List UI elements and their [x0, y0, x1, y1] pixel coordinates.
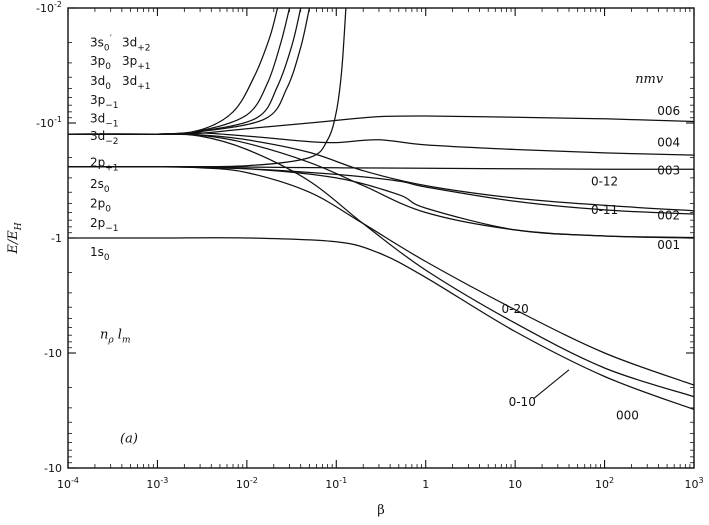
- y-tick-label: -10-2: [36, 0, 62, 15]
- state-label: 3d−1: [90, 111, 119, 129]
- y-tick-label: -10: [44, 462, 62, 475]
- series-label: 0-10: [509, 395, 536, 409]
- series-label: 0-11: [591, 203, 618, 217]
- state-label: 3p0: [90, 54, 111, 72]
- series-label: 0-20: [502, 302, 529, 316]
- legend-left-title: nρ lm: [100, 328, 131, 346]
- series-line: [67, 7, 347, 168]
- state-label: 1s0: [90, 245, 110, 263]
- annotations: 10-4 10-3 10-2 10-1 1 10 102 103-10-2-10-1-1-10…: [6, 0, 704, 518]
- x-tick-label: 10-2: [236, 476, 258, 491]
- series-line-000: [67, 237, 695, 411]
- y-tick-label: -10: [44, 347, 62, 360]
- x-axis-title: β: [377, 503, 385, 518]
- state-label: 3s0′: [90, 34, 113, 54]
- series-label: 004: [657, 135, 680, 149]
- y-tick-label: -10-1: [36, 115, 62, 130]
- series-line-004: [67, 132, 695, 156]
- legend-title: nmv: [635, 72, 664, 87]
- x-tick-label: 1: [422, 478, 429, 491]
- series-line-0-10: [67, 133, 695, 398]
- state-label: 3p−1: [90, 93, 119, 111]
- series-label: 0-12: [591, 175, 618, 189]
- series-line-006: [67, 115, 695, 135]
- axis-ticks: [67, 7, 695, 469]
- x-tick-label: 10-3: [146, 476, 168, 491]
- series-label: 003: [657, 163, 680, 177]
- series-label: 002: [657, 208, 680, 222]
- series-label: 001: [657, 238, 680, 252]
- series-label: 006: [657, 104, 680, 118]
- state-label: 3d+1: [122, 74, 151, 92]
- label-pointer: [533, 369, 570, 400]
- series-line-0-20: [67, 166, 695, 386]
- x-tick-label: 102: [595, 476, 614, 491]
- state-label: 2p0: [90, 196, 111, 214]
- y-axis-title: E/EH: [6, 222, 24, 254]
- panel-label: (a): [120, 431, 138, 446]
- state-label: 3d−2: [90, 129, 119, 147]
- state-label: 3p+1: [122, 54, 151, 72]
- x-tick-label: 10-1: [325, 476, 347, 491]
- series-line: [67, 7, 311, 135]
- state-label: 2p−1: [90, 216, 119, 234]
- state-label: 2s0: [90, 177, 110, 195]
- series-line-0-12: [67, 133, 695, 212]
- state-label: 3d0: [90, 74, 111, 92]
- state-label: 2p+1: [90, 155, 119, 173]
- y-tick-label: -1: [51, 232, 62, 245]
- series-curves: [67, 7, 695, 411]
- x-tick-label: 10-4: [57, 476, 79, 491]
- x-tick-label: 10: [508, 478, 522, 491]
- x-tick-label: 103: [684, 476, 703, 491]
- state-label: 3d+2: [122, 36, 151, 54]
- series-label: 000: [616, 409, 639, 423]
